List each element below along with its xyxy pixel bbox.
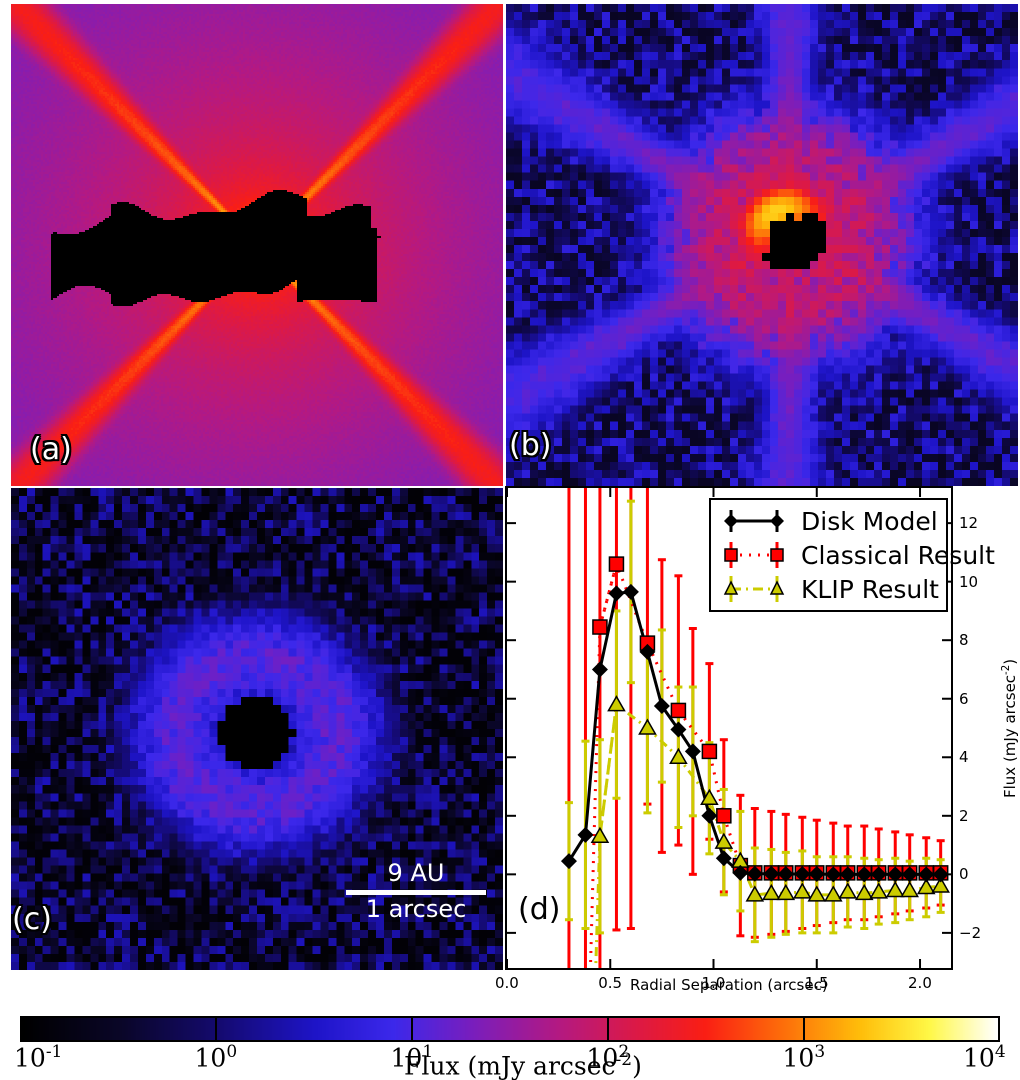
x-axis-title: Radial Separation (arcsec) <box>630 976 828 994</box>
y-tick-label: 2 <box>959 806 969 825</box>
legend-key-classical-result <box>717 538 791 572</box>
colorbar-tick-base: 10 <box>390 1043 423 1073</box>
x-tick-label: 0.0 <box>495 974 519 992</box>
scale-bar: 9 AU 1 arcsec <box>336 860 496 923</box>
plot-drawing-area <box>507 488 951 968</box>
colorbar-tick-base: 10 <box>194 1043 227 1073</box>
panel-c-klip-image <box>11 488 503 970</box>
y-axis-title-prefix: Flux (mJy arcsec <box>1001 674 1019 798</box>
y-tick-label: 10 <box>959 572 979 591</box>
colorbar <box>20 1016 1000 1042</box>
colorbar-tick-exponent: 3 <box>814 1042 826 1062</box>
colorbar-tick-exponent: 1 <box>422 1042 434 1062</box>
colorbar-tick <box>803 1018 805 1040</box>
colorbar-title-suffix: ) <box>632 1051 642 1080</box>
colorbar-tick-base: 10 <box>14 1043 46 1073</box>
panel-a-raw-psf-image <box>11 4 503 486</box>
colorbar-tick-base: 10 <box>963 1043 995 1073</box>
colorbar-tick-label: 100 <box>195 1042 238 1072</box>
colorbar-tick-exponent: 0 <box>226 1042 238 1062</box>
legend-label-klip-result: KLIP Result <box>801 574 939 604</box>
colorbar-tick-exponent: 4 <box>994 1042 1006 1062</box>
colorbar-tick-label: 10-1 <box>14 1042 62 1072</box>
y-tick-label: 6 <box>959 689 969 708</box>
y-axis-title-suffix: ) <box>1001 658 1019 665</box>
y-tick-label: −2 <box>959 923 982 942</box>
colorbar-tick-label: 101 <box>391 1042 434 1072</box>
scale-bar-line <box>346 889 486 895</box>
legend-item-disk-model[interactable]: Disk Model <box>717 504 938 538</box>
legend-label-disk-model: Disk Model <box>801 506 938 536</box>
y-axis-title-exponent: -2 <box>1001 664 1012 675</box>
x-tick-label: 1.5 <box>804 974 829 992</box>
colorbar-tick-label: 102 <box>587 1042 630 1072</box>
colorbar-tick <box>607 1018 609 1040</box>
legend-key-disk-model <box>717 504 791 538</box>
y-tick-label: 12 <box>959 514 979 533</box>
colorbar-title: Flux (mJy arcsec-2) <box>404 1050 642 1080</box>
scale-bar-au-label: 9 AU <box>387 859 445 887</box>
colorbar-tick-exponent: -1 <box>45 1042 63 1062</box>
legend-item-classical-result[interactable]: Classical Result <box>717 538 995 572</box>
colorbar-tick-label: 104 <box>963 1042 1006 1072</box>
plot-svg <box>507 488 951 968</box>
plot-legend: Disk Model Classical Result <box>709 498 995 612</box>
colorbar-tick <box>411 1018 413 1040</box>
x-tick-label: 2.0 <box>908 974 932 992</box>
y-axis-title: Flux (mJy arcsec-2) <box>1001 658 1019 797</box>
colorbar-tick-base: 10 <box>586 1043 619 1073</box>
colorbar-tick-label: 103 <box>783 1042 826 1072</box>
panel-b-classical-image <box>506 4 1018 486</box>
y-tick-label: 4 <box>959 748 969 767</box>
colorbar-title-prefix: Flux (mJy arcsec <box>404 1051 616 1080</box>
colorbar-title-exponent: -2 <box>615 1050 633 1070</box>
y-tick-label: 0 <box>959 865 969 884</box>
legend-item-klip-result[interactable]: KLIP Result <box>717 572 939 606</box>
colorbar-tick <box>215 1018 217 1040</box>
colorbar-tick-exponent: 2 <box>618 1042 630 1062</box>
x-tick-label: 1.0 <box>701 974 726 992</box>
legend-label-classical-result: Classical Result <box>801 540 995 570</box>
x-tick-label: 0.5 <box>598 974 623 992</box>
y-tick-label: 8 <box>959 631 969 650</box>
legend-key-klip-result <box>717 572 791 606</box>
scale-bar-arcsec-label: 1 arcsec <box>365 894 467 923</box>
colorbar-tick-base: 10 <box>782 1043 815 1073</box>
